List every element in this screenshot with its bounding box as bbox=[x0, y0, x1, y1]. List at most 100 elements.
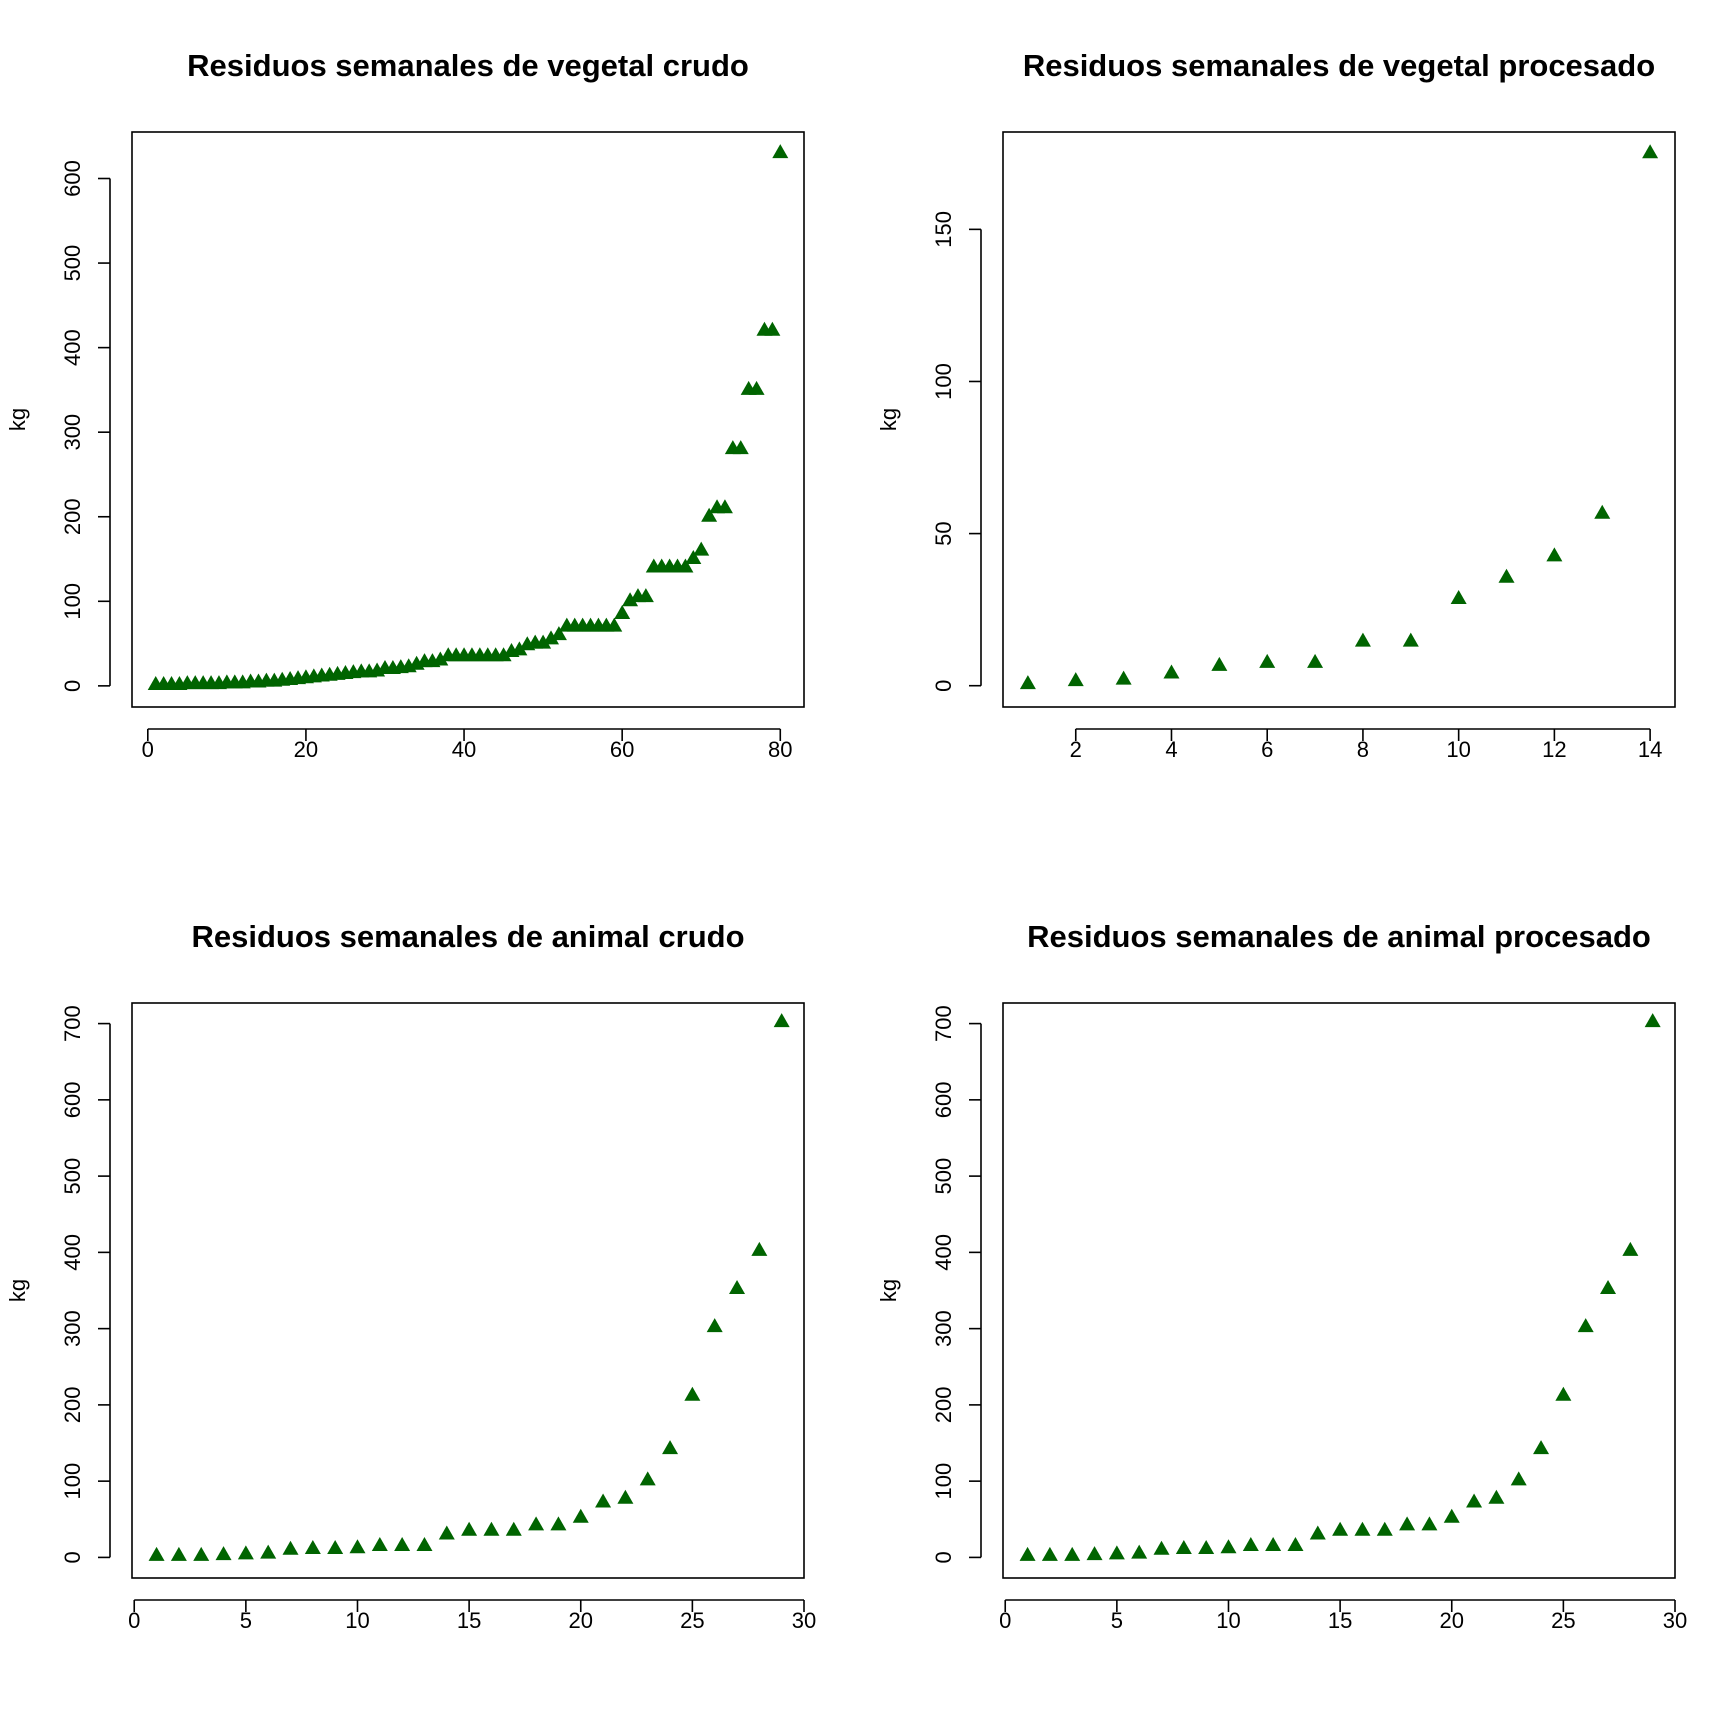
data-point bbox=[1594, 504, 1611, 519]
data-point bbox=[511, 641, 528, 656]
data-point bbox=[1546, 547, 1563, 562]
data-point bbox=[764, 321, 781, 336]
data-point bbox=[1259, 653, 1276, 668]
x-tick-label: 30 bbox=[1663, 1608, 1687, 1633]
x-tick-label: 15 bbox=[1328, 1608, 1352, 1633]
x-tick-label: 30 bbox=[792, 1608, 816, 1633]
data-point bbox=[237, 1545, 254, 1560]
x-tick-label: 8 bbox=[1357, 737, 1369, 762]
data-point bbox=[170, 1546, 187, 1561]
x-tick-label: 0 bbox=[128, 1608, 140, 1633]
y-tick-label: 100 bbox=[60, 1463, 85, 1500]
data-point bbox=[773, 1013, 790, 1028]
data-point bbox=[637, 588, 654, 603]
data-point bbox=[1533, 1440, 1550, 1455]
data-point bbox=[1354, 1521, 1371, 1536]
y-tick-label: 400 bbox=[60, 329, 85, 366]
y-axis-label: kg bbox=[876, 408, 901, 431]
x-tick-label: 20 bbox=[294, 737, 318, 762]
y-tick-label: 0 bbox=[60, 680, 85, 692]
y-tick-label: 0 bbox=[931, 680, 956, 692]
data-point bbox=[1309, 1525, 1326, 1540]
y-tick-label: 500 bbox=[60, 1158, 85, 1195]
x-tick-label: 15 bbox=[457, 1608, 481, 1633]
data-point bbox=[622, 592, 639, 607]
data-point bbox=[327, 1540, 344, 1555]
data-point bbox=[1220, 1539, 1237, 1554]
data-point bbox=[1019, 675, 1036, 690]
data-points bbox=[1019, 1013, 1661, 1561]
data-point bbox=[1175, 1540, 1192, 1555]
x-tick-label: 40 bbox=[452, 737, 476, 762]
data-point bbox=[685, 550, 702, 565]
data-point bbox=[1399, 1516, 1416, 1531]
data-point bbox=[1131, 1544, 1148, 1559]
data-point bbox=[1354, 632, 1371, 647]
y-tick-label: 200 bbox=[60, 1387, 85, 1424]
data-point bbox=[483, 1521, 500, 1536]
plot-frame bbox=[131, 1002, 805, 1579]
data-point bbox=[550, 626, 567, 641]
data-point bbox=[528, 1516, 545, 1531]
y-tick-label: 100 bbox=[931, 363, 956, 400]
data-point bbox=[595, 1493, 612, 1508]
data-point bbox=[706, 1318, 723, 1333]
data-point bbox=[701, 507, 718, 522]
data-point bbox=[1555, 1386, 1572, 1401]
y-tick-label: 100 bbox=[60, 583, 85, 620]
x-tick-label: 5 bbox=[240, 1608, 252, 1633]
y-tick-label: 600 bbox=[60, 1081, 85, 1118]
data-point bbox=[729, 1279, 746, 1294]
y-tick-label: 300 bbox=[60, 414, 85, 451]
data-point bbox=[550, 1516, 567, 1531]
x-tick-label: 10 bbox=[1216, 1608, 1240, 1633]
data-point bbox=[461, 1521, 478, 1536]
data-point bbox=[748, 380, 765, 395]
data-point bbox=[772, 144, 789, 159]
data-point bbox=[1402, 632, 1419, 647]
y-tick-label: 500 bbox=[931, 1158, 956, 1195]
data-point bbox=[1019, 1546, 1036, 1561]
y-tick-label: 200 bbox=[931, 1387, 956, 1424]
data-point bbox=[1376, 1521, 1393, 1536]
x-tick-label: 60 bbox=[610, 737, 634, 762]
chart-panel-1: Residuos semanales de vegetal crudo 0 20 40… bbox=[5, 48, 805, 762]
plot-frame bbox=[131, 131, 805, 708]
chart-title: Residuos semanales de vegetal crudo bbox=[187, 48, 749, 83]
data-point bbox=[1498, 568, 1515, 583]
data-point bbox=[438, 1525, 455, 1540]
x-tick-label: 25 bbox=[680, 1608, 704, 1633]
data-points bbox=[1019, 144, 1659, 690]
y-tick-label: 300 bbox=[60, 1310, 85, 1347]
data-point bbox=[693, 541, 710, 556]
data-point bbox=[505, 1521, 522, 1536]
data-point bbox=[572, 1508, 589, 1523]
data-point bbox=[394, 1536, 411, 1551]
x-tick-label: 0 bbox=[142, 737, 154, 762]
x-tick-label: 2 bbox=[1070, 737, 1082, 762]
y-tick-label: 0 bbox=[931, 1551, 956, 1563]
data-point bbox=[1041, 1546, 1058, 1561]
chart-title: Residuos semanales de animal procesado bbox=[1027, 919, 1651, 954]
data-point bbox=[684, 1386, 701, 1401]
data-point bbox=[215, 1546, 232, 1561]
y-tick-label: 400 bbox=[931, 1234, 956, 1271]
data-point bbox=[495, 647, 512, 662]
y-tick-label: 300 bbox=[931, 1310, 956, 1347]
plot-frame bbox=[1002, 131, 1676, 708]
data-point bbox=[751, 1241, 768, 1256]
data-point bbox=[371, 1536, 388, 1551]
x-tick-label: 14 bbox=[1638, 737, 1662, 762]
x-tick-label: 4 bbox=[1165, 737, 1177, 762]
data-point bbox=[1450, 589, 1467, 604]
data-point bbox=[1211, 656, 1228, 671]
x-tick-label: 20 bbox=[1440, 1608, 1464, 1633]
chart-title: Residuos semanales de animal crudo bbox=[191, 919, 744, 954]
y-axis-label: kg bbox=[5, 1279, 30, 1302]
x-tick-label: 10 bbox=[1446, 737, 1470, 762]
data-point bbox=[614, 604, 631, 619]
data-point bbox=[1600, 1279, 1617, 1294]
y-tick-label: 700 bbox=[60, 1005, 85, 1042]
chart-title: Residuos semanales de vegetal procesado bbox=[1023, 48, 1655, 83]
